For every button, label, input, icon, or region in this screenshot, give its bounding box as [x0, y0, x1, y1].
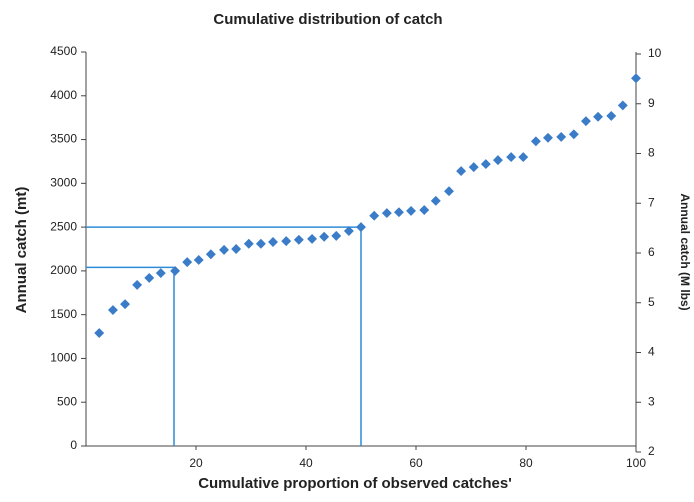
point — [419, 205, 430, 215]
point — [94, 328, 105, 339]
point — [381, 208, 392, 219]
point — [182, 257, 193, 268]
point — [406, 205, 416, 216]
chart-title: Cumulative distribution of catch — [213, 11, 442, 28]
y-tick-label: 1000 — [50, 351, 77, 365]
point — [193, 254, 204, 265]
y2-axis-label: Annual catch (M lbs) — [678, 193, 692, 310]
y2-tick-label: 6 — [648, 245, 655, 259]
y-tick-label: 2000 — [50, 263, 77, 277]
point — [170, 265, 181, 276]
x-tick-label: 60 — [409, 456, 423, 470]
point — [243, 238, 254, 249]
y2-tick-label: 3 — [648, 394, 655, 408]
point — [155, 268, 166, 279]
point — [593, 111, 603, 122]
x-tick-label: 40 — [299, 456, 313, 470]
point — [480, 159, 491, 170]
point — [430, 195, 441, 206]
point — [205, 249, 216, 260]
point — [556, 131, 567, 142]
point — [543, 132, 553, 143]
point — [444, 186, 454, 197]
point — [231, 244, 242, 254]
point — [255, 238, 266, 249]
point — [394, 207, 404, 218]
point — [581, 116, 591, 127]
y2-tick-label: 8 — [648, 146, 655, 160]
point — [331, 230, 342, 241]
x-axis-label: Cumulative proportion of observed catche… — [198, 475, 512, 492]
point — [307, 233, 317, 244]
point — [506, 152, 517, 163]
point — [293, 234, 304, 245]
y-tick-label: 0 — [70, 438, 77, 452]
point — [132, 279, 143, 290]
point — [369, 210, 380, 221]
point — [144, 272, 155, 283]
y2-tick-label: 9 — [648, 96, 655, 110]
y2-tick-label: 10 — [648, 46, 662, 60]
y-axis-label: Annual catch (mt) — [13, 187, 30, 314]
point — [468, 162, 479, 173]
point — [606, 110, 617, 121]
y-tick-label: 4500 — [50, 44, 77, 58]
y-tick-label: 4000 — [50, 88, 77, 102]
point — [268, 237, 278, 247]
point — [518, 152, 529, 163]
x-tick-label: 100 — [626, 456, 646, 470]
y2-tick-label: 5 — [648, 295, 655, 309]
point — [617, 100, 628, 111]
y2-tick-label: 7 — [648, 195, 655, 209]
x-tick-label: 20 — [189, 456, 203, 470]
point — [319, 231, 330, 242]
point — [108, 305, 118, 315]
point — [631, 73, 641, 84]
y-tick-label: 1500 — [50, 307, 77, 321]
y-tick-label: 3500 — [50, 132, 77, 146]
point — [456, 166, 467, 177]
y-tick-label: 3000 — [50, 176, 77, 190]
point — [356, 222, 366, 233]
point — [120, 299, 130, 310]
point — [343, 226, 354, 237]
point — [219, 244, 229, 255]
y2-tick-label: 4 — [648, 345, 655, 359]
y-tick-label: 2500 — [50, 219, 77, 233]
x-tick-label: 80 — [519, 456, 533, 470]
y2-tick-label: 2 — [648, 444, 655, 458]
y-tick-label: 500 — [57, 394, 77, 408]
point — [281, 236, 292, 247]
point — [493, 155, 503, 166]
point — [530, 136, 541, 147]
point — [568, 129, 579, 140]
